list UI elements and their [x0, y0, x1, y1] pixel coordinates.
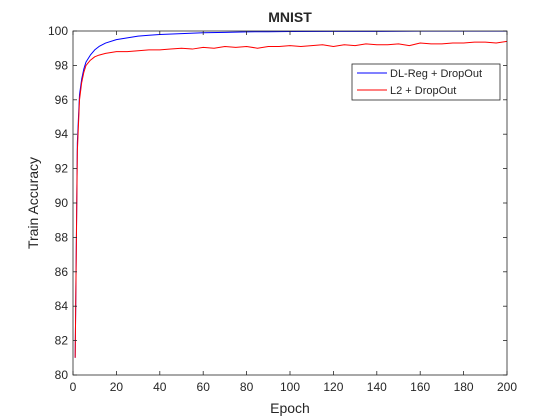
- y-tick-label: 96: [55, 93, 69, 107]
- y-tick-label: 82: [55, 334, 69, 348]
- y-tick-label: 100: [48, 24, 68, 38]
- y-tick-label: 86: [55, 265, 69, 279]
- y-tick-label: 94: [55, 127, 69, 141]
- series-line-1: [74, 40, 507, 358]
- y-axis-label: Train Accuracy: [25, 157, 41, 249]
- x-tick-label: 60: [197, 380, 211, 394]
- x-tick-label: 100: [280, 380, 300, 394]
- y-axis: 80 82 84 86 88 90 92 94 96 98 100: [48, 24, 507, 382]
- x-axis-label: Epoch: [270, 400, 310, 416]
- y-tick-label: 92: [55, 162, 69, 176]
- y-tick-label: 88: [55, 230, 69, 244]
- legend-label-l2: L2 + DropOut: [390, 85, 456, 97]
- x-axis: 0 20 40 60 80 100 120 140 160 180 200: [70, 31, 517, 394]
- x-tick-label: 120: [323, 380, 343, 394]
- x-tick-label: 80: [240, 380, 254, 394]
- x-tick-label: 40: [153, 380, 167, 394]
- legend: DL-Reg + DropOut L2 + DropOut: [351, 63, 501, 101]
- x-tick-label: 140: [367, 380, 387, 394]
- x-tick-label: 160: [410, 380, 430, 394]
- y-tick-label: 84: [55, 299, 69, 313]
- x-tick-label: 180: [454, 380, 474, 394]
- y-tick-label: 90: [55, 196, 69, 210]
- legend-box: [351, 63, 501, 101]
- x-tick-label: 200: [497, 380, 517, 394]
- x-tick-label: 0: [70, 380, 77, 394]
- x-tick-label: 20: [110, 380, 124, 394]
- chart-title: MNIST: [268, 9, 312, 25]
- legend-label-dl-reg: DL-Reg + DropOut: [390, 68, 482, 80]
- y-tick-label: 80: [55, 368, 69, 382]
- y-tick-label: 98: [55, 58, 69, 72]
